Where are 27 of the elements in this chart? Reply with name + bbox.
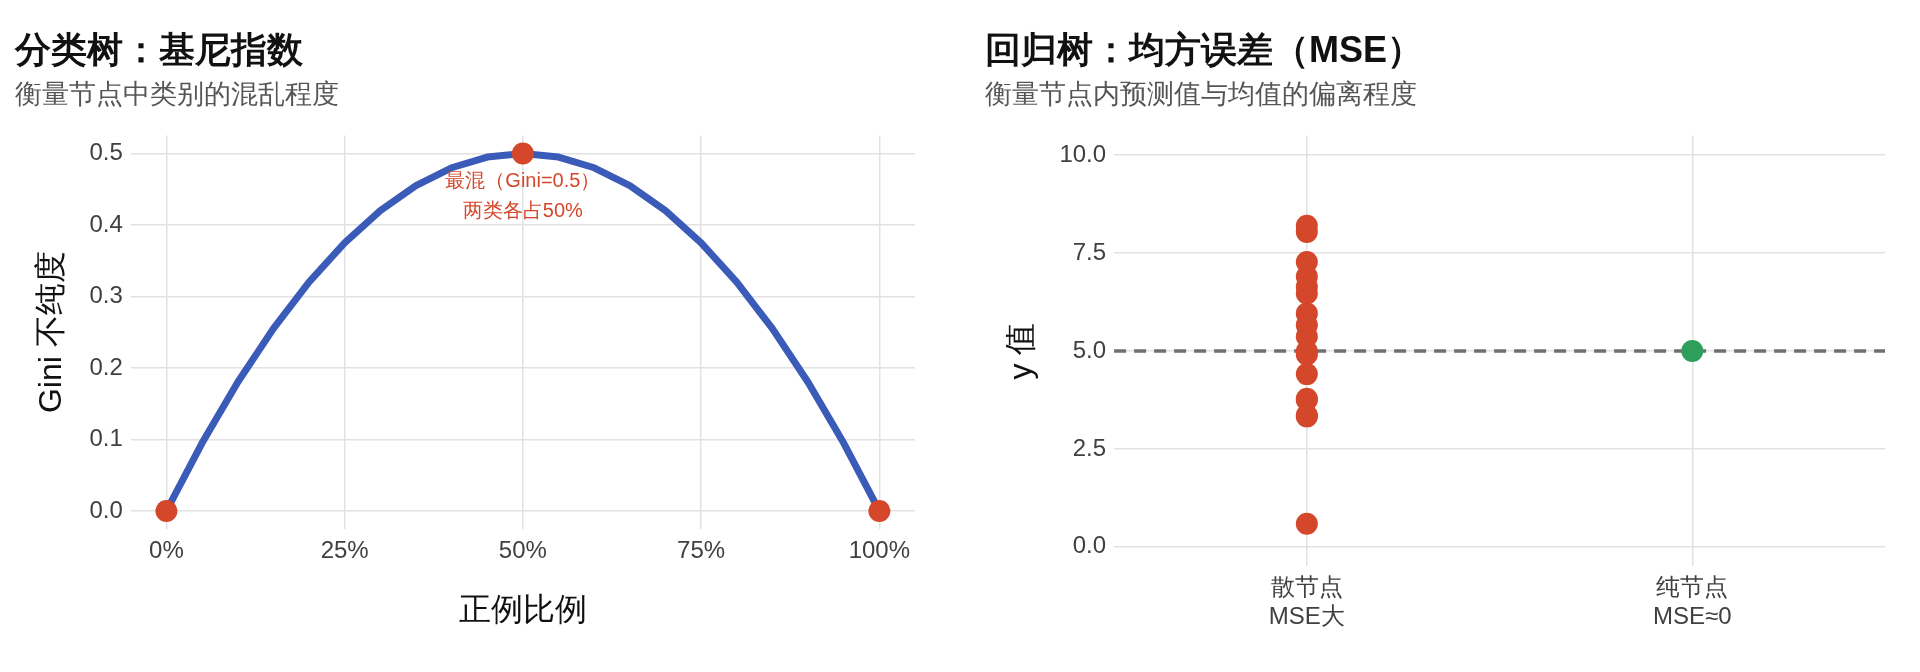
x-tick-label: 50% [498, 535, 547, 563]
y-tick-label: 10.0 [1059, 139, 1107, 167]
x-tick-label: 散节点 MSE大 [1268, 573, 1345, 630]
y-tick-label: 0.3 [89, 281, 123, 309]
y-axis-title: y 值 [1002, 322, 1039, 380]
y-axis-title: Gini 不纯度 [32, 251, 69, 414]
chart-title: 分类树：基尼指数 [14, 28, 304, 70]
x-tick-label: 纯节点 MSE≈0 [1653, 573, 1732, 630]
y-tick-label: 0.0 [1072, 531, 1107, 559]
x-tick-label: 100% [848, 535, 911, 563]
chart-title: 回归树：均方误差（MSE） [985, 28, 1424, 70]
annotation: 两类各占50% [462, 198, 584, 221]
x-tick-label: 25% [320, 535, 369, 563]
y-tick-label: 0.2 [89, 352, 123, 380]
y-tick-label: 0.5 [89, 138, 123, 166]
y-tick-label: 2.5 [1072, 433, 1107, 461]
x-tick-label: 75% [677, 535, 726, 563]
y-tick-label: 0.4 [89, 209, 123, 237]
y-tick-label: 7.5 [1072, 237, 1107, 265]
y-tick-label: 0.0 [89, 495, 123, 523]
x-axis-title: 正例比例 [458, 590, 587, 627]
chart-subtitle: 衡量节点内预测值与均值的偏离程度 [985, 78, 1417, 109]
y-tick-label: 5.0 [1072, 335, 1107, 363]
annotation: 最混（Gini=0.5） [445, 168, 601, 191]
chart-subtitle: 衡量节点中类别的混乱程度 [15, 78, 339, 109]
x-tick-label: 0% [149, 535, 184, 563]
y-tick-label: 0.1 [89, 424, 123, 452]
